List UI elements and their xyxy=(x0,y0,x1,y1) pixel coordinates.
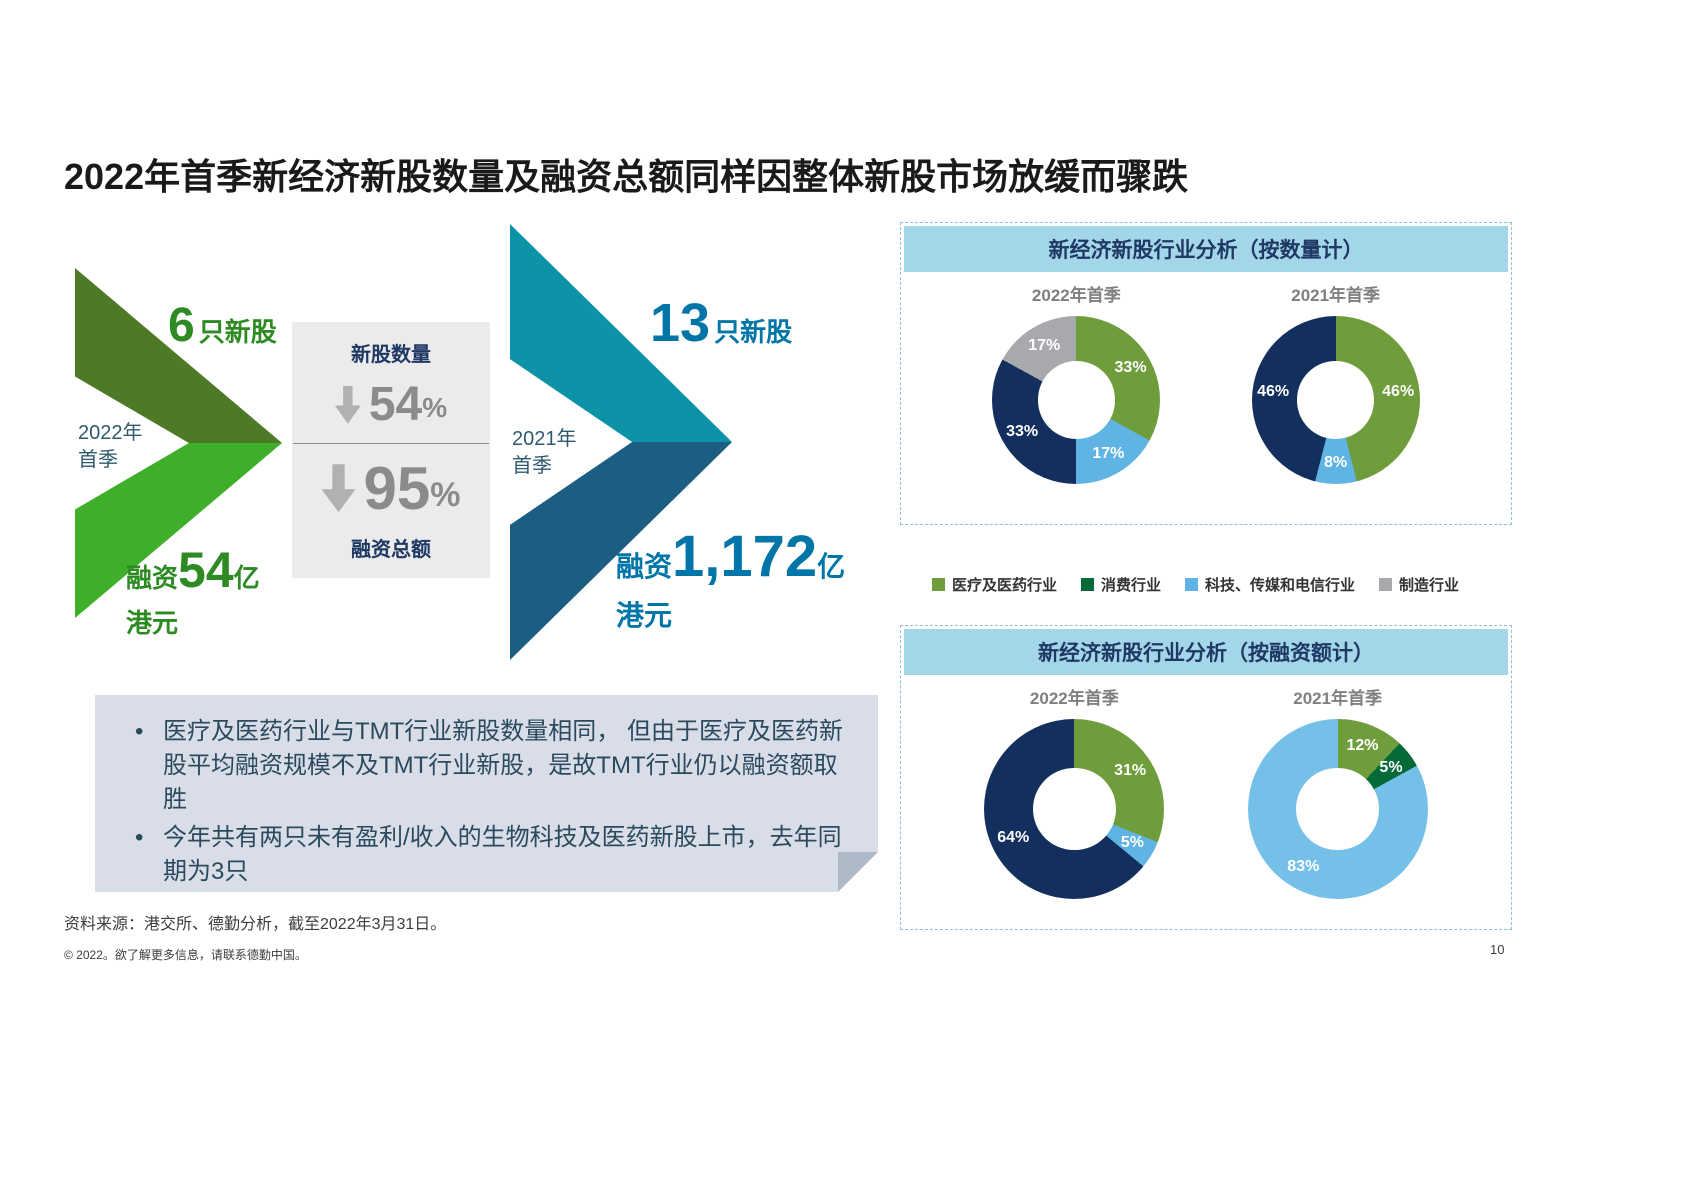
count-change-label: 新股数量 xyxy=(351,344,431,366)
chart-title: 2021年首季 xyxy=(1291,286,1381,305)
period-label-2022: 2022年 首季 xyxy=(78,420,143,474)
funding-2021: 融资 1,172 亿 港元 xyxy=(616,523,845,634)
legend-swatch-tmt xyxy=(1185,578,1199,591)
donut-segment-label: 33% xyxy=(1114,358,1147,376)
donut-segment-label: 64% xyxy=(997,828,1030,846)
ipo-count-2022-value: 6 xyxy=(168,299,195,352)
donut-segment-label: 46% xyxy=(1257,383,1290,401)
legend-label-consumer: 消费行业 xyxy=(1101,577,1162,594)
chart-title: 2022年首季 xyxy=(1029,689,1119,708)
period-2021-line1: 2021年 xyxy=(512,428,577,450)
funding-2021-prefix: 融资 xyxy=(616,551,673,582)
legend-item-tmt: 科技、传媒和电信行业 xyxy=(1185,574,1355,595)
source-note: 资料来源：港交所、德勤分析，截至2022年3月31日。 xyxy=(64,916,447,933)
legend-item-consumer: 消费行业 xyxy=(1081,574,1161,595)
count-change-row: 54 % xyxy=(334,377,448,432)
donut-segment-label: 46% xyxy=(1382,383,1415,401)
chart-block-2021-by-funding: 2021年首季 12% 5% 83% xyxy=(1247,678,1428,899)
funding-change-label: 融资总额 xyxy=(351,539,431,561)
commentary-bullet-1: 医疗及医药行业与TMT行业新股数量相同， 但由于医疗及医药新股平均融资规模不及T… xyxy=(123,715,850,817)
period-2021-line2: 首季 xyxy=(512,455,552,477)
period-2022-line2: 首季 xyxy=(78,449,118,471)
commentary-bullet-2: 今年共有两只未有盈利/收入的生物科技及医药新股上市，去年同期为3只 xyxy=(123,821,850,889)
page-number: 10 xyxy=(1490,942,1505,957)
funding-2022-unit: 亿 xyxy=(233,563,260,593)
ipo-count-2021: 13 只新股 xyxy=(650,292,792,354)
charts-row-by-count: 2022年首季 33% 17% 33% 17% 2021年首季 46% 8% 46% xyxy=(901,275,1511,484)
legend-item-manufacturing: 制造行业 xyxy=(1379,574,1459,595)
down-arrow-icon xyxy=(321,464,356,513)
chart-block-2022-by-count: 2022年首季 33% 17% 33% 17% xyxy=(992,275,1161,484)
donut-segment-label: 5% xyxy=(1120,834,1144,852)
funding-2021-unit: 亿 xyxy=(817,551,846,582)
chevron-2022-top-half xyxy=(75,268,282,443)
panel-by-funding: 新经济新股行业分析（按融资额计） 2022年首季 31% 5% 64% 2021年首… xyxy=(900,625,1512,930)
count-drop-sign: % xyxy=(422,392,448,424)
donut-hole xyxy=(1296,767,1380,851)
funding-2022-value: 54 xyxy=(178,542,234,598)
legend-swatch-manufacturing xyxy=(1379,578,1393,591)
donut-segment-label: 17% xyxy=(1092,445,1125,463)
legend-item-medical: 医疗及医药行业 xyxy=(932,574,1057,595)
funding-2021-value: 1,172 xyxy=(672,524,818,589)
legend-swatch-medical xyxy=(932,578,945,591)
funding-2022: 融资 54 亿 港元 xyxy=(126,541,260,640)
charts-row-by-funding: 2022年首季 31% 5% 64% 2021年首季 12% 5% 83% xyxy=(901,678,1511,899)
donut-chart-2021-by-funding: 12% 5% 83% xyxy=(1247,719,1428,899)
donut-chart-2022-by-count: 33% 17% 33% 17% xyxy=(992,316,1161,484)
funding-2021-currency: 港元 xyxy=(616,600,673,631)
count-drop-value: 54 xyxy=(368,378,423,432)
donut-chart-2022-by-funding: 31% 5% 64% xyxy=(984,719,1165,899)
donut-hole xyxy=(1032,767,1116,851)
donut-segment-label: 33% xyxy=(1006,423,1039,441)
down-arrow-icon xyxy=(334,385,361,424)
donut-segment-label: 12% xyxy=(1346,737,1379,755)
commentary-note-box: 医疗及医药行业与TMT行业新股数量相同， 但由于医疗及医药新股平均融资规模不及T… xyxy=(95,695,878,892)
panel-by-funding-header: 新经济新股行业分析（按融资额计） xyxy=(904,629,1508,675)
chart-title: 2022年首季 xyxy=(1031,286,1121,305)
ipo-count-2022: 6 只新股 xyxy=(168,298,277,353)
chevron-2022 xyxy=(75,268,282,618)
donut-segment-label: 83% xyxy=(1287,858,1320,876)
donut-chart-2021-by-count: 46% 8% 46% xyxy=(1251,316,1420,484)
industry-legend: 医疗及医药行业 消费行业 科技、传媒和电信行业 制造行业 xyxy=(932,574,1459,595)
funding-2022-currency: 港元 xyxy=(126,608,179,638)
funding-change-row: 95 % xyxy=(321,454,461,523)
funding-drop-value: 95 xyxy=(363,454,431,522)
legend-label-tmt: 科技、传媒和电信行业 xyxy=(1205,577,1356,594)
period-2022-line1: 2022年 xyxy=(78,422,143,444)
donut-segment-label: 31% xyxy=(1114,762,1147,780)
legend-label-medical: 医疗及医药行业 xyxy=(952,577,1058,594)
page-title: 2022年首季新经济新股数量及融资总额同样因整体新股市场放缓而骤跌 xyxy=(64,156,1189,197)
donut-segment-label: 8% xyxy=(1324,454,1348,471)
change-box-divider xyxy=(293,442,489,444)
commentary-list: 医疗及医药行业与TMT行业新股数量相同， 但由于医疗及医药新股平均融资规模不及T… xyxy=(123,715,850,889)
legend-swatch-consumer xyxy=(1081,578,1095,591)
ipo-count-2021-value: 13 xyxy=(650,293,711,353)
funding-2022-prefix: 融资 xyxy=(126,563,179,593)
funding-drop-sign: % xyxy=(430,475,461,514)
legend-label-manufacturing: 制造行业 xyxy=(1399,577,1460,594)
donut-hole xyxy=(1297,361,1375,439)
donut-segment-label: 5% xyxy=(1379,758,1403,776)
donut-hole xyxy=(1037,361,1115,439)
chevron-2021 xyxy=(510,224,732,660)
period-label-2021: 2021年 首季 xyxy=(512,426,577,480)
ipo-count-2022-label: 只新股 xyxy=(198,317,277,347)
panel-by-count: 新经济新股行业分析（按数量计） 2022年首季 33% 17% 33% 17% 202… xyxy=(900,222,1512,525)
donut-segment-label: 17% xyxy=(1028,336,1061,354)
panel-by-count-header: 新经济新股行业分析（按数量计） xyxy=(904,226,1508,272)
change-summary-box: 新股数量 54 % 95 % 融资总额 xyxy=(292,322,490,578)
chart-block-2021-by-count: 2021年首季 46% 8% 46% xyxy=(1251,275,1420,484)
chart-title: 2021年首季 xyxy=(1293,689,1383,708)
copyright-note: © 2022。欲了解更多信息，请联系德勤中国。 xyxy=(64,948,307,962)
chart-block-2022-by-funding: 2022年首季 31% 5% 64% xyxy=(984,678,1165,899)
ipo-count-2021-label: 只新股 xyxy=(714,317,793,347)
